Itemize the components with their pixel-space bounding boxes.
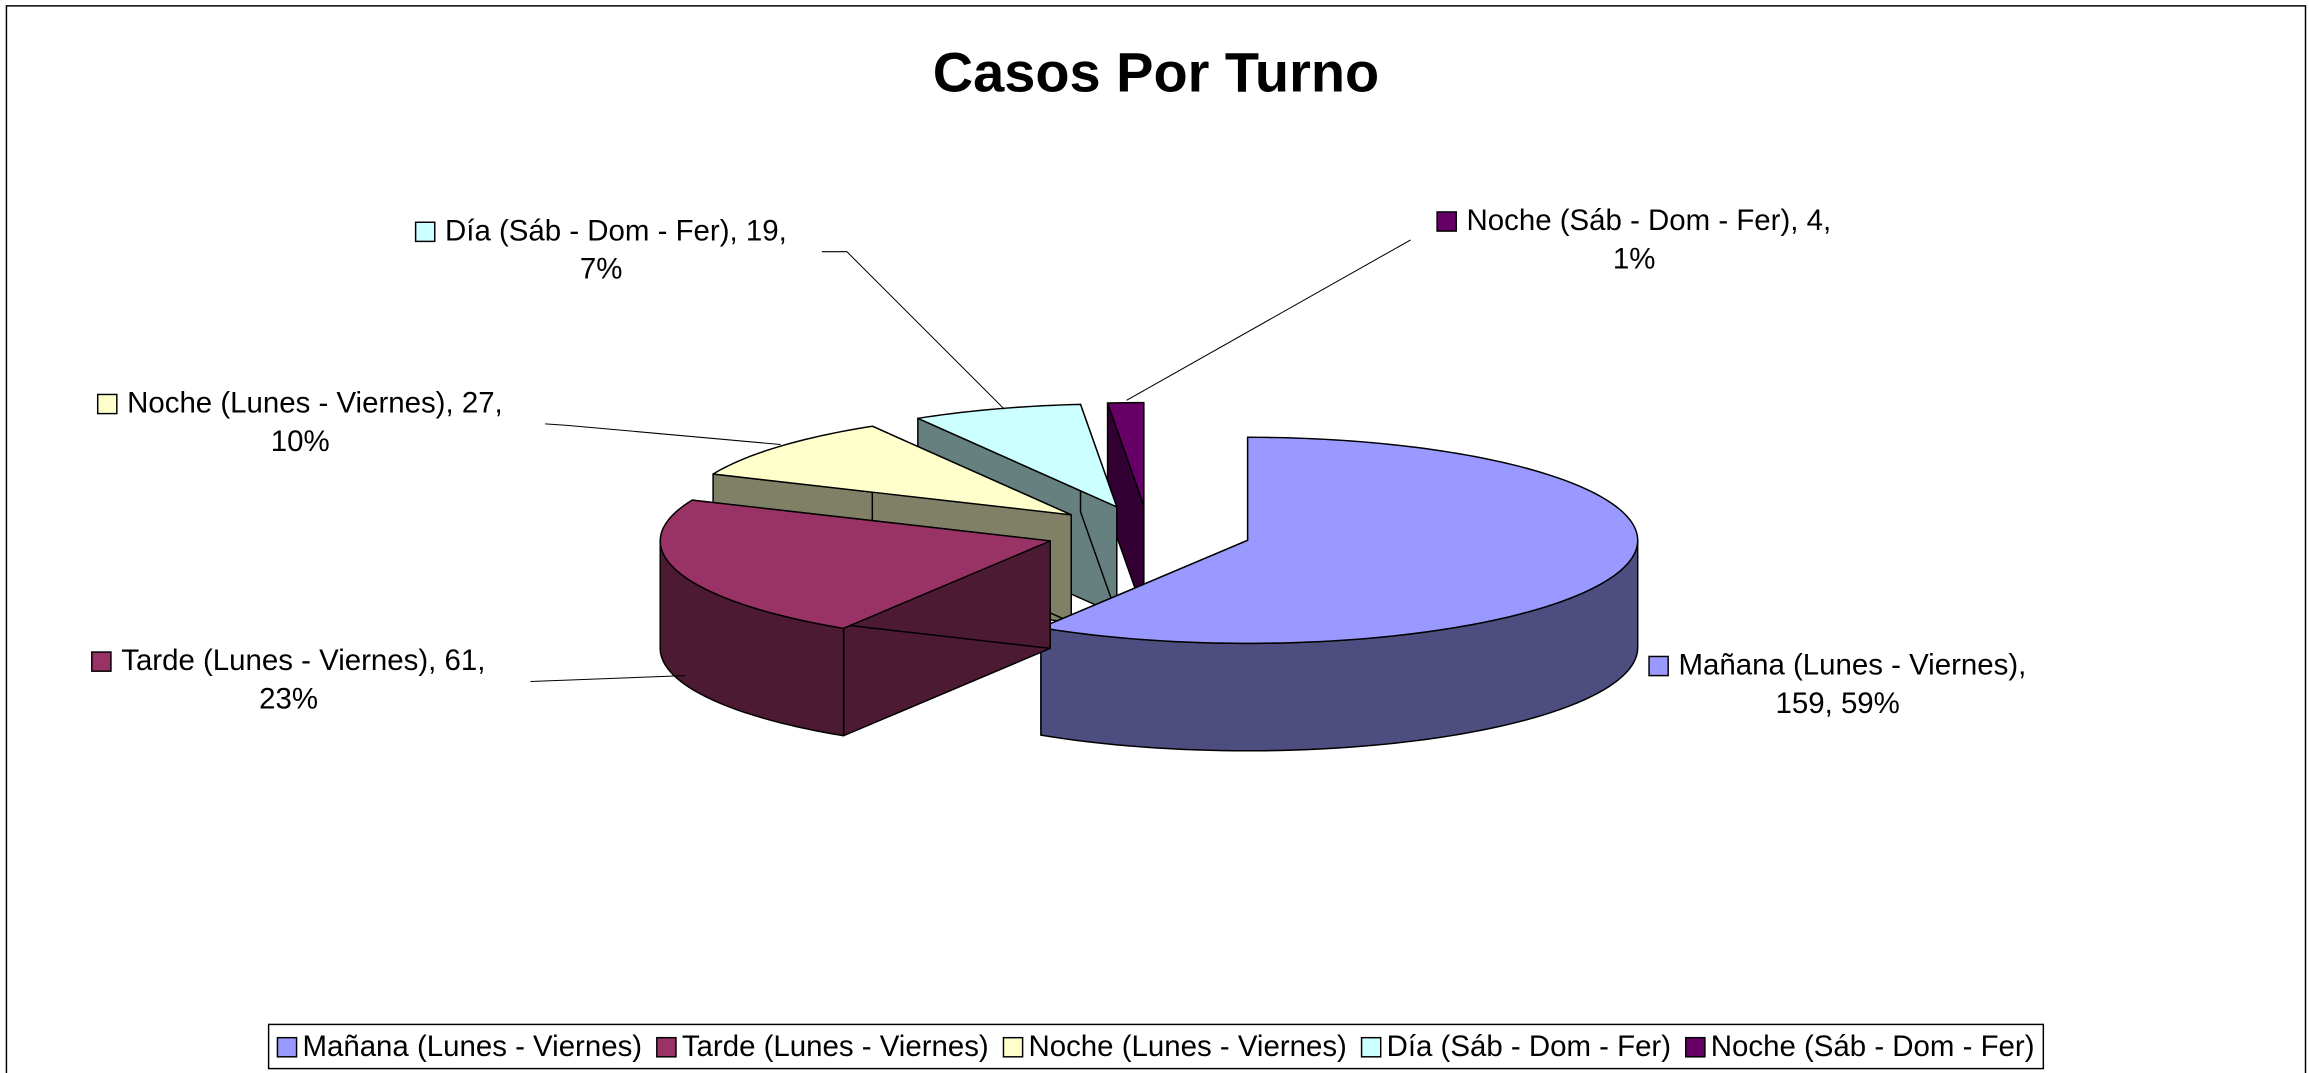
data-label: 1% (1613, 242, 1656, 275)
label-swatch (91, 651, 112, 672)
legend-label: Mañana (Lunes - Viernes) (302, 1030, 642, 1063)
data-label: 159, 59% (1776, 687, 1900, 720)
data-label: 10% (271, 425, 330, 458)
label-swatch (96, 393, 118, 415)
data-label: 23% (259, 682, 318, 715)
leader-line (545, 423, 781, 446)
data-label: Noche (Lunes - Viernes), 27, (127, 387, 503, 420)
leader-line (1126, 239, 1411, 401)
legend-label: Noche (Lunes - Viernes) (1028, 1030, 1346, 1063)
legend-swatch (276, 1036, 298, 1058)
slice-top (1040, 436, 1639, 645)
legend-frame (267, 1023, 2045, 1070)
data-label: 7% (580, 253, 623, 286)
label-swatch (1648, 655, 1669, 677)
data-label: Día (Sáb - Dom - Fer), 19, (445, 214, 787, 247)
label-swatch (414, 221, 436, 243)
legend: Mañana (Lunes - Viernes) Tarde (Lunes - V… (267, 1023, 2045, 1070)
legend-swatch (1360, 1036, 1382, 1058)
legend-label: Tarde (Lunes - Viernes) (682, 1030, 989, 1063)
leader-line (530, 675, 685, 682)
leader-line (821, 251, 1005, 410)
legend-label: Día (Sáb - Dom - Fer) (1387, 1030, 1671, 1063)
slice-top (712, 425, 1072, 516)
slice-top (1106, 401, 1145, 507)
legend-label: Noche (Sáb - Dom - Fer) (1711, 1030, 2035, 1063)
label-swatch (1436, 211, 1457, 232)
slice-top (659, 499, 1051, 630)
legend-swatch (1002, 1036, 1024, 1058)
legend-swatch (656, 1036, 677, 1058)
legend-swatch (1685, 1036, 1706, 1058)
data-label: Mañana (Lunes - Viernes), (1678, 649, 2026, 682)
chart-frame (5, 5, 2307, 1073)
data-label: Tarde (Lunes - Viernes), 61, (121, 644, 485, 677)
data-label: Noche (Sáb - Dom - Fer), 4, (1467, 204, 1832, 237)
slice-top (917, 403, 1118, 508)
chart-title: Casos Por Turno (933, 40, 1379, 103)
